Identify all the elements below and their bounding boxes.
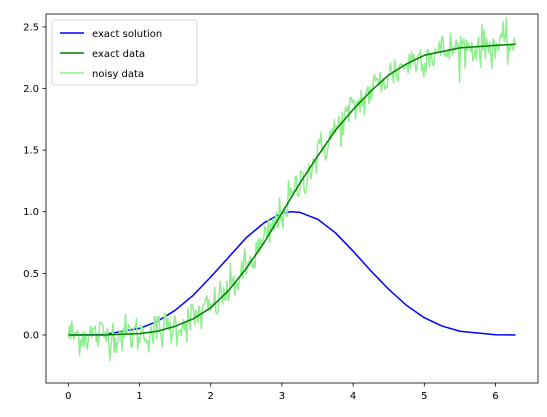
axis-ticks: 0 1 2 3 4 5 6 0.0 0.5 1.0 1.5 2.0 2.5 <box>23 22 499 402</box>
series-exact-data-line <box>68 43 516 336</box>
x-tick-label: 6 <box>492 391 498 402</box>
y-tick-label: 0.0 <box>23 330 39 341</box>
y-tick-label: 0.5 <box>23 269 39 280</box>
legend-label: exact data <box>92 49 145 60</box>
legend: exact solution exact data noisy data <box>51 19 198 86</box>
legend-label: exact solution <box>92 29 162 40</box>
x-tick-label: 1 <box>136 391 142 402</box>
y-tick-label: 2.5 <box>23 22 39 33</box>
plot-data-layer <box>67 17 517 362</box>
legend-label: noisy data <box>92 69 144 80</box>
x-tick-label: 0 <box>65 391 71 402</box>
y-tick-label: 1.0 <box>23 207 39 218</box>
y-tick-label: 1.5 <box>23 146 39 157</box>
x-tick-label: 5 <box>421 391 427 402</box>
axes-frame <box>45 13 539 384</box>
x-tick-label: 2 <box>208 391 214 402</box>
legend-box <box>51 19 198 86</box>
series-exact-solution-line <box>68 210 516 336</box>
x-tick-label: 3 <box>279 391 285 402</box>
series-noisy-data-line <box>67 17 517 362</box>
x-tick-label: 4 <box>350 391 356 402</box>
y-tick-label: 2.0 <box>23 84 39 95</box>
